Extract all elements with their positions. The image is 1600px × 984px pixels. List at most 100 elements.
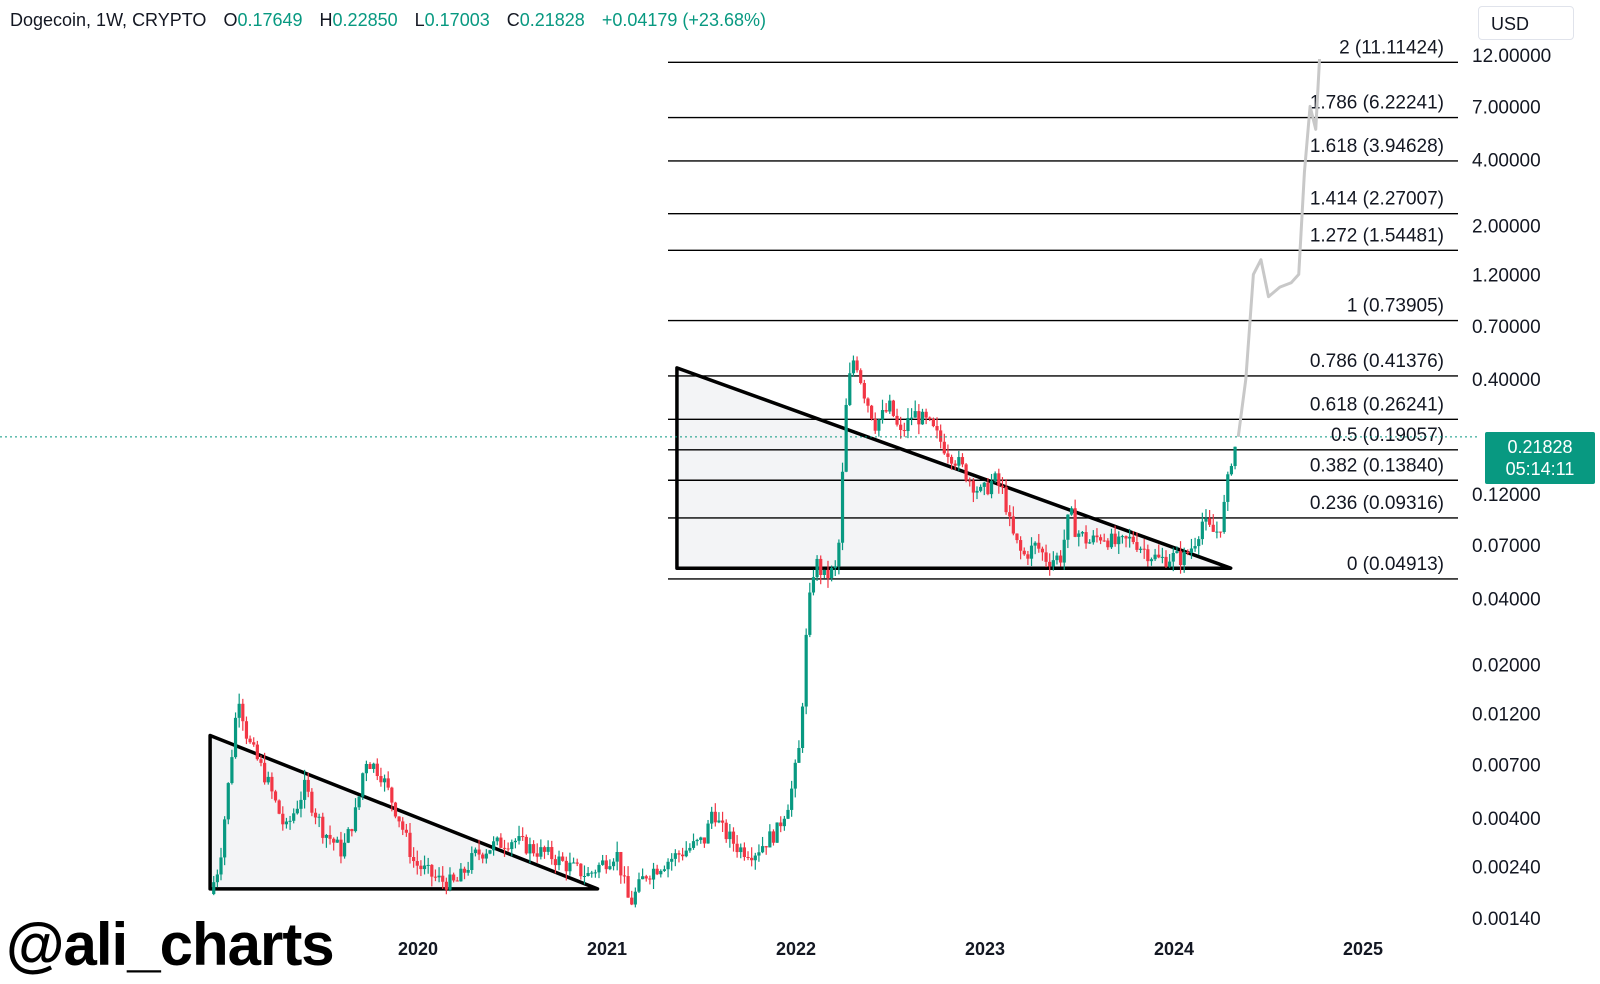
- candle-body-199[interactable]: [935, 426, 939, 431]
- candle-body-280[interactable]: [1229, 466, 1234, 475]
- candle-body-174[interactable]: [844, 404, 848, 472]
- candle-body-22[interactable]: [292, 813, 296, 821]
- candle-body-107[interactable]: [601, 860, 605, 865]
- candle-body-50[interactable]: [393, 802, 398, 817]
- candle-body-55[interactable]: [412, 857, 416, 862]
- candle-body-4[interactable]: [226, 783, 230, 820]
- candle-body-6[interactable]: [233, 717, 238, 758]
- candle-body-271[interactable]: [1197, 539, 1201, 547]
- candle-body-183[interactable]: [877, 419, 881, 431]
- candle-body-103[interactable]: [586, 872, 590, 876]
- candle-body-61[interactable]: [433, 876, 438, 878]
- candle-body-106[interactable]: [597, 864, 601, 873]
- candle-body-131[interactable]: [688, 847, 692, 851]
- candle-body-236[interactable]: [1069, 508, 1074, 515]
- candle-body-127[interactable]: [673, 853, 677, 859]
- candle-body-2[interactable]: [219, 857, 223, 875]
- candle-body-178[interactable]: [859, 370, 863, 384]
- candle-body-172[interactable]: [837, 542, 841, 567]
- candle-body-195[interactable]: [920, 411, 925, 425]
- candle-body-187[interactable]: [891, 400, 896, 416]
- candle-body-159[interactable]: [790, 788, 794, 810]
- candle-body-147[interactable]: [746, 857, 750, 859]
- candle-body-237[interactable]: [1073, 508, 1077, 537]
- candle-body-179[interactable]: [862, 383, 866, 399]
- candle-body-205[interactable]: [957, 457, 961, 466]
- candle-body-41[interactable]: [361, 773, 365, 797]
- candle-body-153[interactable]: [768, 831, 772, 848]
- candle-body-42[interactable]: [364, 763, 368, 774]
- candle-body-89[interactable]: [535, 853, 539, 857]
- candle-body-117[interactable]: [637, 879, 641, 892]
- candle-body-35[interactable]: [339, 839, 343, 857]
- candle-body-58[interactable]: [422, 865, 427, 870]
- candle-body-161[interactable]: [797, 747, 801, 763]
- candle-body-259[interactable]: [1153, 554, 1157, 560]
- candle-body-1[interactable]: [215, 874, 219, 883]
- candle-body-51[interactable]: [397, 816, 401, 822]
- candle-body-124[interactable]: [662, 869, 667, 871]
- candle-body-162[interactable]: [800, 706, 805, 748]
- candle-body-30[interactable]: [321, 816, 325, 838]
- candle-body-123[interactable]: [659, 870, 663, 875]
- candle-body-59[interactable]: [426, 864, 430, 866]
- candle-body-211[interactable]: [979, 486, 983, 491]
- candle-body-251[interactable]: [1124, 536, 1128, 539]
- candle-body-167[interactable]: [819, 558, 823, 575]
- candle-body-14[interactable]: [263, 762, 267, 783]
- descending-triangle-2018-2020[interactable]: [208, 733, 600, 891]
- candle-body-104[interactable]: [590, 872, 594, 874]
- candle-body-75[interactable]: [484, 853, 488, 859]
- candle-body-11[interactable]: [252, 742, 256, 745]
- candle-body-228[interactable]: [1040, 548, 1045, 553]
- candle-body-177[interactable]: [855, 360, 859, 371]
- candle-body-169[interactable]: [826, 569, 830, 579]
- candle-body-82[interactable]: [510, 842, 514, 850]
- candle-body-198[interactable]: [931, 419, 935, 427]
- candle-body-63[interactable]: [441, 875, 445, 882]
- candle-body-39[interactable]: [353, 807, 358, 832]
- candle-body-223[interactable]: [1022, 550, 1026, 555]
- candle-body-160[interactable]: [793, 762, 797, 789]
- candle-body-91[interactable]: [542, 847, 547, 852]
- candle-body-265[interactable]: [1175, 551, 1179, 553]
- candle-body-202[interactable]: [946, 453, 950, 457]
- candle-body-136[interactable]: [706, 823, 710, 844]
- candle-body-224[interactable]: [1026, 554, 1030, 559]
- candle-body-189[interactable]: [899, 424, 903, 430]
- candle-body-171[interactable]: [833, 566, 837, 568]
- candle-body-23[interactable]: [295, 808, 299, 814]
- candle-body-278[interactable]: [1222, 501, 1226, 532]
- candle-body-12[interactable]: [255, 744, 259, 760]
- candle-body-155[interactable]: [775, 822, 779, 843]
- candle-body-18[interactable]: [277, 800, 281, 814]
- candle-body-71[interactable]: [470, 853, 474, 871]
- candle-body-156[interactable]: [779, 822, 783, 827]
- candle-body-108[interactable]: [604, 860, 608, 870]
- candle-body-44[interactable]: [372, 763, 376, 769]
- candle-body-253[interactable]: [1131, 536, 1135, 543]
- candle-body-101[interactable]: [579, 863, 583, 877]
- candle-body-204[interactable]: [953, 463, 957, 466]
- candle-body-10[interactable]: [248, 738, 252, 743]
- candle-body-73[interactable]: [477, 849, 481, 855]
- candle-body-154[interactable]: [771, 831, 776, 843]
- candle-body-141[interactable]: [724, 822, 728, 840]
- candle-body-120[interactable]: [648, 878, 652, 880]
- candle-body-111[interactable]: [615, 851, 619, 862]
- candle-body-15[interactable]: [266, 776, 270, 783]
- candle-body-245[interactable]: [1102, 540, 1106, 542]
- candle-body-21[interactable]: [288, 820, 292, 822]
- candle-body-212[interactable]: [982, 482, 986, 487]
- candle-body-230[interactable]: [1048, 561, 1052, 567]
- candle-body-37[interactable]: [346, 829, 350, 843]
- candle-body-86[interactable]: [524, 836, 528, 854]
- candle-body-133[interactable]: [695, 839, 699, 842]
- candle-body-243[interactable]: [1095, 535, 1099, 538]
- candle-body-200[interactable]: [939, 430, 943, 442]
- candle-body-279[interactable]: [1226, 474, 1230, 502]
- candle-body-281[interactable]: [1233, 446, 1237, 467]
- candle-body-97[interactable]: [564, 860, 568, 872]
- candle-body-254[interactable]: [1135, 542, 1139, 550]
- candle-body-146[interactable]: [742, 847, 746, 858]
